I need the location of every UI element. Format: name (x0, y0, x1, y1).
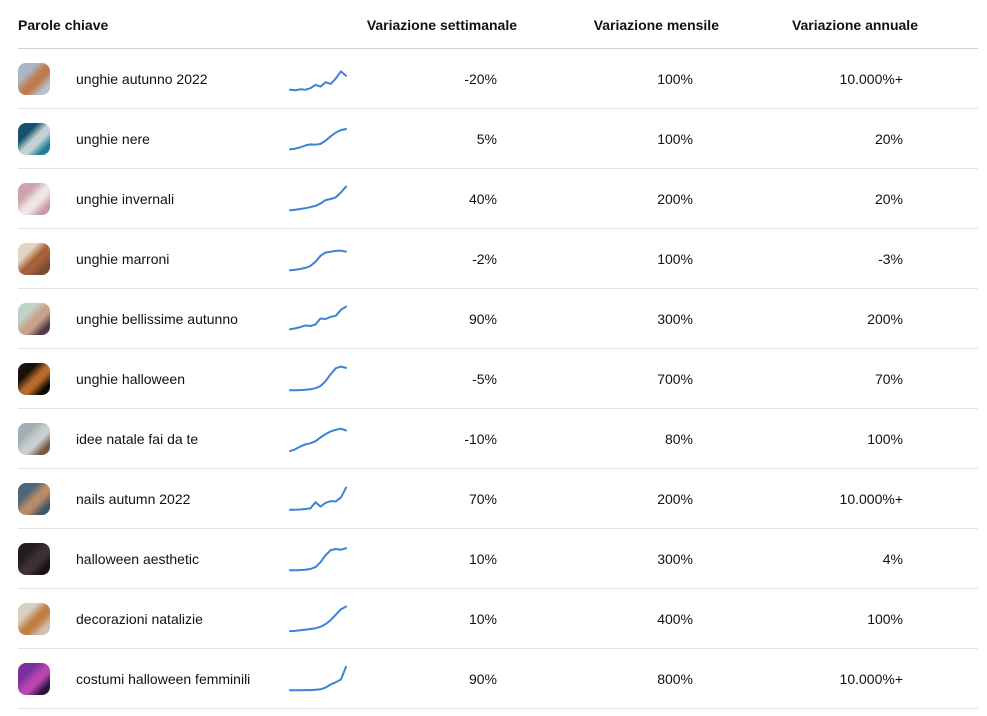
monthly-change-value: 200% (657, 490, 693, 507)
trend-sparkline-chart (289, 365, 347, 391)
monthly-change-value: 300% (657, 310, 693, 327)
dark-forest-thumbnail (18, 542, 50, 575)
trend-sparkline-chart (289, 185, 347, 211)
column-header-keyword[interactable]: Parole chiave (18, 17, 109, 33)
annual-change-value: -3% (878, 250, 903, 267)
monthly-change-value: 100% (657, 250, 693, 267)
annual-change-value: 70% (874, 370, 903, 387)
annual-change-value: 10.000%+ (839, 490, 903, 507)
weekly-change-value: -2% (472, 250, 497, 267)
keyword-label[interactable]: decorazioni natalizie (76, 610, 203, 627)
annual-change-value: 100% (867, 430, 903, 447)
table-row[interactable]: unghie marroni -2% 100% -3% (18, 229, 978, 289)
annual-change-value: 10.000%+ (839, 670, 903, 687)
monthly-change-value: 800% (657, 670, 693, 687)
weekly-change-value: 90% (468, 310, 497, 327)
keyword-label[interactable]: unghie invernali (76, 190, 175, 207)
keyword-label[interactable]: unghie bellissime autunno (76, 310, 238, 327)
winter-nails-pink-thumbnail (18, 182, 50, 215)
christmas-decorations-thumbnail (18, 602, 50, 635)
keyword-label[interactable]: costumi halloween femminili (76, 670, 251, 687)
keyword-label[interactable]: unghie autunno 2022 (76, 70, 208, 87)
trend-sparkline-chart (289, 305, 347, 330)
table-row[interactable]: unghie invernali 40% 200% 20% (18, 169, 978, 229)
keyword-label[interactable]: halloween aesthetic (76, 550, 199, 567)
monthly-change-value: 100% (657, 130, 693, 147)
annual-change-value: 20% (874, 190, 903, 207)
trend-sparkline-chart (289, 605, 347, 632)
annual-change-value: 100% (867, 610, 903, 627)
keyword-label[interactable]: unghie halloween (76, 370, 185, 387)
trend-sparkline-chart (289, 665, 347, 691)
table-row[interactable]: costumi halloween femminili 90% 800% 10.… (18, 649, 978, 709)
weekly-change-value: 10% (468, 610, 497, 627)
halloween-nails-dark-thumbnail (18, 362, 50, 395)
beautiful-autumn-nails-thumbnail (18, 302, 50, 335)
table-row[interactable]: unghie bellissime autunno 90% 300% 200% (18, 289, 978, 349)
trend-sparkline-chart (289, 249, 347, 271)
annual-change-value: 10.000%+ (839, 70, 903, 87)
keyword-label[interactable]: unghie marroni (76, 250, 170, 267)
purple-party-costumes-thumbnail (18, 662, 50, 695)
table-body: unghie autunno 2022 -20% 100% 10.000%+ u… (18, 49, 978, 709)
monthly-change-value: 200% (657, 190, 693, 207)
monthly-change-value: 80% (664, 430, 693, 447)
table-row[interactable]: unghie nere 5% 100% 20% (18, 109, 978, 169)
annual-change-value: 200% (867, 310, 903, 327)
monthly-change-value: 100% (657, 70, 693, 87)
trend-sparkline-chart (289, 69, 347, 91)
brown-nails-hand-thumbnail (18, 242, 50, 275)
annual-change-value: 20% (874, 130, 903, 147)
trend-sparkline-chart (289, 546, 347, 571)
column-header-annual-change[interactable]: Variazione annuale (791, 17, 918, 33)
table-header-row: Parole chiave Variazione settimanale Var… (18, 2, 978, 49)
annual-change-value: 4% (882, 550, 903, 567)
keyword-label[interactable]: idee natale fai da te (76, 430, 199, 447)
autumn-nails-blue-background-thumbnail (18, 482, 50, 515)
weekly-change-value: -5% (472, 370, 497, 387)
weekly-change-value: -20% (464, 70, 497, 87)
table-row[interactable]: idee natale fai da te -10% 80% 100% (18, 409, 978, 469)
table-row[interactable]: halloween aesthetic 10% 300% 4% (18, 529, 978, 589)
monthly-change-value: 700% (657, 370, 693, 387)
black-nails-teal-thumbnail (18, 122, 50, 155)
weekly-change-value: 90% (468, 670, 497, 687)
column-header-weekly-change[interactable]: Variazione settimanale (366, 17, 517, 33)
trend-sparkline-chart (289, 486, 347, 511)
weekly-change-value: 40% (468, 190, 497, 207)
table-row[interactable]: nails autumn 2022 70% 200% 10.000%+ (18, 469, 978, 529)
table-row[interactable]: unghie halloween -5% 700% 70% (18, 349, 978, 409)
weekly-change-value: 70% (468, 490, 497, 507)
weekly-change-value: 10% (468, 550, 497, 567)
diy-christmas-crafts-thumbnail (18, 422, 50, 455)
trend-sparkline-chart (289, 427, 347, 452)
weekly-change-value: -10% (464, 430, 497, 447)
autumn-nails-hand-thumbnail (18, 62, 50, 95)
monthly-change-value: 300% (657, 550, 693, 567)
keyword-label[interactable]: nails autumn 2022 (76, 490, 191, 507)
trend-sparkline-chart (289, 127, 347, 150)
monthly-change-value: 400% (657, 610, 693, 627)
keyword-label[interactable]: unghie nere (76, 130, 150, 147)
table-row[interactable]: decorazioni natalizie 10% 400% 100% (18, 589, 978, 649)
table-row[interactable]: unghie autunno 2022 -20% 100% 10.000%+ (18, 49, 978, 109)
weekly-change-value: 5% (476, 130, 497, 147)
column-header-monthly-change[interactable]: Variazione mensile (593, 17, 719, 33)
keyword-trends-table: Parole chiave Variazione settimanale Var… (18, 2, 978, 709)
